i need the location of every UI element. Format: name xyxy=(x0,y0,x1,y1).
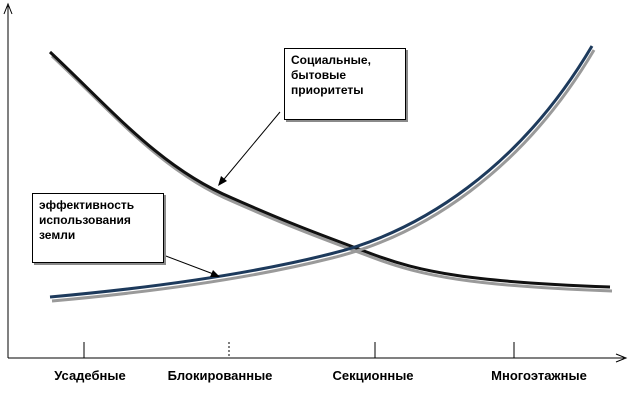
x-tick-label-usadebnye: Усадебные xyxy=(54,368,126,383)
efficiency-curve-shadow xyxy=(51,49,596,303)
x-axis-arrow xyxy=(615,353,628,363)
efficiency-leader-arrowhead xyxy=(210,270,220,277)
social-curve-shadow xyxy=(50,54,613,293)
land-use-efficiency-label: эффективность использования земли xyxy=(32,193,164,263)
x-tick-label-sektsionnye: Секционные xyxy=(332,368,414,383)
x-tick-label-mnogoetazhnye: Многоэтажные xyxy=(491,368,587,383)
social-leader-line xyxy=(219,111,281,185)
social-leader-arrowhead xyxy=(218,176,227,186)
social-priorities-label: Социальные, бытовые приоритеты xyxy=(284,48,406,120)
land-use-efficiency-curve xyxy=(49,45,594,299)
y-axis-arrow xyxy=(3,2,13,15)
social-priorities-curve xyxy=(48,50,611,289)
x-tick-label-blokirovannye: Блокированные xyxy=(167,368,273,383)
